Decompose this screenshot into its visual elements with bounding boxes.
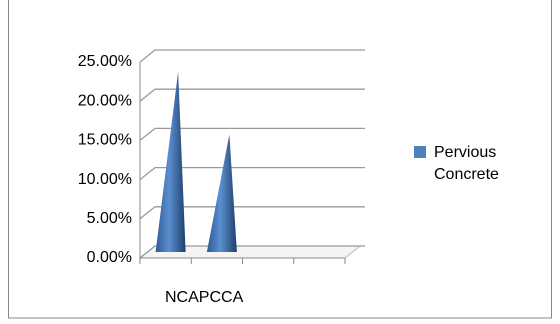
y-tick-label: 10.00% [78,171,132,188]
cone [206,134,237,252]
grid-line [139,88,365,102]
legend-swatch [414,146,426,158]
grid-line [139,49,365,63]
cone [155,71,186,253]
grid-line [139,245,365,259]
grid-line [139,166,365,181]
y-tick-label: 5.00% [87,210,132,227]
y-tick-label: 25.00% [78,53,132,70]
chart-border [8,0,552,319]
y-tick-label: 0.00% [87,249,132,266]
y-tick-label: 20.00% [78,92,132,109]
y-tick-label: 15.00% [78,132,132,149]
grid-line [139,206,365,220]
x-tick-label: NCA [165,289,199,306]
legend-label: Pervious Concrete [434,144,499,183]
grid-line [139,127,365,141]
x-tick-label: PCCA [199,289,244,306]
